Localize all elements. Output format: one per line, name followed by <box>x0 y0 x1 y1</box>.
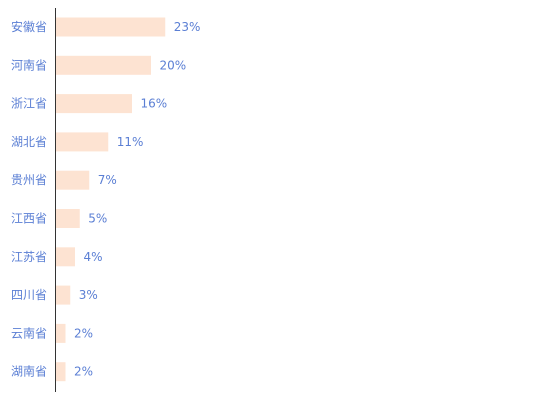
category-label: 江西省 <box>11 212 47 226</box>
value-label: 5% <box>88 212 107 226</box>
value-label: 2% <box>74 365 93 379</box>
bar <box>56 170 90 190</box>
category-label: 湖北省 <box>11 134 47 149</box>
bar <box>56 247 75 267</box>
category-label: 江苏省 <box>11 250 47 264</box>
category-label: 浙江省 <box>11 97 47 111</box>
value-label: 11% <box>117 135 144 149</box>
value-label: 16% <box>141 97 168 111</box>
value-label: 20% <box>160 58 187 72</box>
bar <box>56 55 151 75</box>
bar <box>56 17 166 37</box>
bar <box>56 362 66 382</box>
value-label: 23% <box>174 20 201 34</box>
bar <box>56 209 80 228</box>
bar <box>56 285 71 305</box>
category-label: 贵州省 <box>11 173 47 187</box>
category-label: 湖南省 <box>11 364 47 379</box>
value-label: 7% <box>98 173 117 187</box>
value-label: 3% <box>79 288 98 302</box>
category-label: 云南省 <box>11 325 47 340</box>
category-label: 四川省 <box>11 288 47 302</box>
category-label: 安徽省 <box>11 19 47 34</box>
bar <box>56 94 132 114</box>
bar <box>56 323 66 343</box>
value-label: 2% <box>74 326 93 340</box>
bar <box>56 132 109 152</box>
category-label: 河南省 <box>11 57 47 72</box>
value-label: 4% <box>84 250 103 264</box>
